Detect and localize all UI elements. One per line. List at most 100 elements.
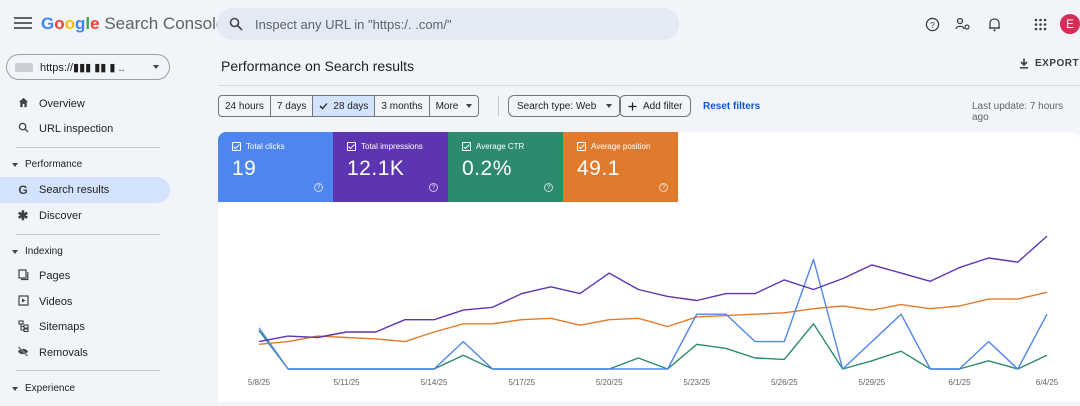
- manage-users-icon[interactable]: [952, 13, 974, 35]
- date-range-selector: 24 hours 7 days 28 days 3 months More: [218, 95, 480, 117]
- search-icon: [16, 122, 30, 136]
- series-line-total-clicks[interactable]: [258, 258, 1048, 370]
- download-icon: [1020, 58, 1028, 69]
- range-more[interactable]: More: [430, 96, 479, 116]
- product-name: Search Console: [104, 14, 226, 33]
- x-tick-label: 5/14/25: [421, 378, 448, 387]
- title-divider: [218, 85, 1080, 86]
- section-indexing[interactable]: Indexing: [12, 246, 63, 257]
- help-icon[interactable]: ?: [314, 183, 323, 192]
- section-label: Indexing: [25, 246, 63, 257]
- sidebar-item-label: Sitemaps: [39, 321, 85, 333]
- plus-icon: [628, 102, 637, 110]
- filter-separator: [498, 96, 499, 116]
- performance-line-chart[interactable]: 5/8/25 5/11/25 5/14/25 5/17/25 5/20/25 5/23/2…: [218, 132, 1080, 402]
- account-avatar[interactable]: E: [1060, 14, 1080, 34]
- series-line-average-position[interactable]: [258, 291, 1048, 345]
- search-placeholder: Inspect any URL in "https:/. .com/": [255, 16, 452, 32]
- x-tick-label: 5/29/25: [859, 378, 886, 387]
- search-console-logo[interactable]: Google Search Console: [41, 14, 226, 33]
- sidebar-item-search-results[interactable]: G Search results: [0, 177, 170, 203]
- sidebar-item-discover[interactable]: ✱ Discover: [0, 203, 170, 229]
- section-experience[interactable]: Experience: [12, 383, 75, 394]
- series-line-average-ctr[interactable]: [258, 323, 1048, 370]
- sidebar-item-label: Search results: [39, 184, 110, 196]
- search-icon: [229, 17, 243, 31]
- x-tick-label: 6/1/25: [948, 378, 971, 387]
- x-tick-label: 5/26/25: [771, 378, 798, 387]
- help-icon[interactable]: ?: [429, 183, 438, 192]
- checkbox-checked-icon[interactable]: [577, 142, 586, 151]
- checkbox-checked-icon[interactable]: [462, 142, 471, 151]
- metric-average-position[interactable]: Average position 49.1 ?: [563, 132, 678, 202]
- sidebar-item-sitemaps[interactable]: Sitemaps: [0, 314, 170, 340]
- metric-label: Total clicks: [246, 142, 285, 151]
- range-24-hours[interactable]: 24 hours: [219, 96, 271, 116]
- main-menu-icon[interactable]: [14, 14, 32, 32]
- help-icon[interactable]: ?: [544, 183, 553, 192]
- sidebar-divider: [16, 234, 160, 235]
- x-tick-label: 6/4/25: [1036, 378, 1059, 387]
- range-label: More: [435, 100, 459, 112]
- add-filter-label: Add filter: [643, 100, 683, 112]
- property-label: https://▮▮▮ ▮▮ ▮ ..: [40, 61, 125, 74]
- reset-filters-link[interactable]: Reset filters: [703, 101, 761, 112]
- sidebar-item-removals[interactable]: Removals: [0, 340, 170, 366]
- sidebar-divider: [16, 147, 160, 148]
- sidebar-item-pages[interactable]: Pages: [0, 263, 170, 289]
- sidebar-item-label: Removals: [39, 347, 88, 359]
- x-tick-label: 5/20/25: [596, 378, 623, 387]
- sidebar-item-url-inspection[interactable]: URL inspection: [0, 116, 170, 142]
- property-selector[interactable]: https://▮▮▮ ▮▮ ▮ ..: [6, 54, 170, 80]
- checkbox-checked-icon[interactable]: [232, 142, 241, 151]
- metric-value: 19: [232, 157, 257, 180]
- video-icon: [16, 295, 30, 309]
- export-label: EXPORT: [1035, 58, 1080, 69]
- chevron-down-icon: [12, 386, 18, 391]
- metric-value: 49.1: [577, 157, 620, 180]
- asterisk-icon: ✱: [17, 208, 29, 223]
- google-g-icon: G: [18, 183, 28, 197]
- check-icon: [319, 103, 328, 110]
- series-line-total-impressions[interactable]: [258, 235, 1048, 343]
- section-label: Performance: [25, 159, 83, 170]
- export-button[interactable]: EXPORT: [1019, 58, 1079, 69]
- help-icon[interactable]: ?: [659, 183, 668, 192]
- sidebar-item-videos[interactable]: Videos: [0, 289, 170, 315]
- chevron-down-icon: [606, 104, 613, 108]
- home-icon: [16, 97, 30, 111]
- svg-text:?: ?: [930, 19, 935, 29]
- range-label: 28 days: [333, 100, 369, 112]
- metric-label: Average position: [591, 142, 651, 151]
- sidebar: https://▮▮▮ ▮▮ ▮ .. Overview URL inspect…: [0, 48, 200, 406]
- apps-grid-icon[interactable]: [1029, 13, 1051, 35]
- sidebar-item-label: URL inspection: [39, 123, 114, 135]
- eye-off-icon: [16, 346, 30, 360]
- range-28-days[interactable]: 28 days: [313, 96, 376, 116]
- metric-total-clicks[interactable]: Total clicks 19 ?: [218, 132, 333, 202]
- range-7-days[interactable]: 7 days: [271, 96, 314, 116]
- performance-chart-card: Total clicks 19 ? Total impressions 12.1…: [218, 132, 1080, 402]
- property-favicon: [15, 62, 33, 72]
- metric-total-impressions[interactable]: Total impressions 12.1K ?: [333, 132, 448, 202]
- top-app-bar: Google Search Console Inspect any URL in…: [0, 0, 1080, 48]
- last-update-text: Last update: 7 hours ago: [972, 101, 1064, 123]
- range-3-months[interactable]: 3 months: [375, 96, 430, 116]
- checkbox-checked-icon[interactable]: [347, 142, 356, 151]
- section-performance[interactable]: Performance: [12, 159, 82, 170]
- sidebar-item-label: Discover: [39, 210, 82, 222]
- chevron-down-icon: [466, 104, 473, 108]
- help-icon[interactable]: ?: [921, 13, 943, 35]
- metric-label: Total impressions: [361, 142, 423, 151]
- notifications-icon[interactable]: [983, 13, 1005, 35]
- section-label: Experience: [25, 383, 76, 394]
- sidebar-item-label: Videos: [39, 296, 73, 308]
- url-inspection-search[interactable]: Inspect any URL in "https:/. .com/": [217, 8, 679, 40]
- metric-average-ctr[interactable]: Average CTR 0.2% ?: [448, 132, 563, 202]
- sitemap-icon: [16, 319, 30, 335]
- sidebar-item-overview[interactable]: Overview: [0, 91, 170, 117]
- add-filter-button[interactable]: Add filter: [619, 95, 692, 117]
- x-tick-label: 5/23/25: [683, 378, 710, 387]
- search-type-filter[interactable]: Search type: Web: [508, 95, 622, 117]
- sidebar-item-label: Overview: [39, 98, 85, 110]
